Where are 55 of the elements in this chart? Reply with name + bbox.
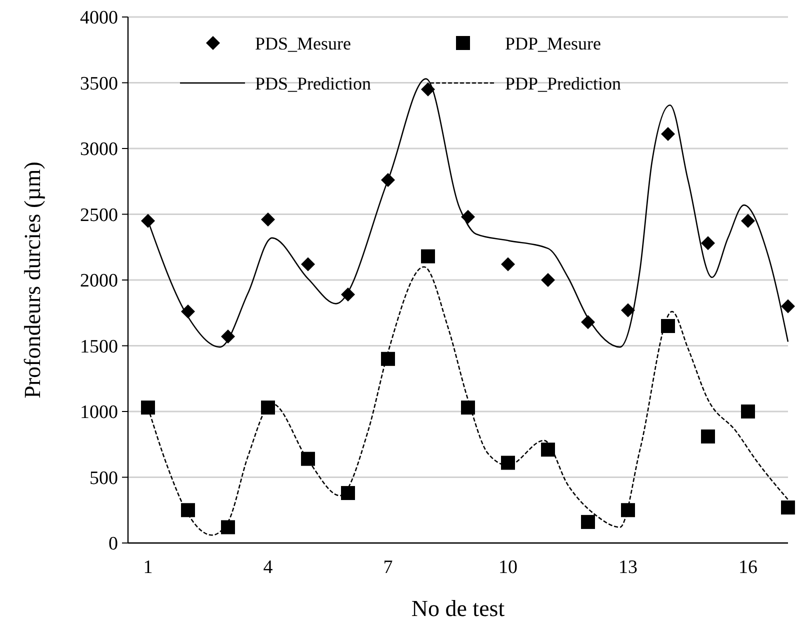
point xyxy=(341,486,355,500)
point xyxy=(541,273,555,287)
point xyxy=(621,503,635,518)
x-tick-label: 16 xyxy=(738,557,758,578)
point xyxy=(781,299,795,314)
point xyxy=(541,442,555,457)
y-tick-label: 3000 xyxy=(80,139,118,160)
point xyxy=(581,514,595,529)
point xyxy=(421,249,435,264)
legend-label: PDS_Prediction xyxy=(255,73,372,94)
x-tick-label: 13 xyxy=(618,557,638,578)
point xyxy=(181,503,195,518)
point xyxy=(461,210,475,224)
legend-label: PDP_Mesure xyxy=(505,33,602,54)
point xyxy=(221,330,235,344)
legend-label: PDS_Mesure xyxy=(255,33,352,54)
x-tick-label: 4 xyxy=(263,557,274,578)
y-tick-label: 2500 xyxy=(80,204,118,226)
point xyxy=(501,257,515,272)
point xyxy=(181,304,195,319)
y-tick-label: 4000 xyxy=(80,8,118,29)
point xyxy=(381,173,395,188)
point xyxy=(581,315,595,330)
x-axis-title: No de test xyxy=(411,596,506,621)
point xyxy=(301,257,315,272)
point xyxy=(661,127,675,142)
legend-label: PDP_Prediction xyxy=(505,73,622,94)
point xyxy=(741,404,755,418)
point xyxy=(621,303,635,318)
point xyxy=(341,287,355,302)
y-tick-label: 1000 xyxy=(80,402,118,424)
y-tick-label: 500 xyxy=(90,468,118,489)
point xyxy=(221,520,235,534)
point xyxy=(301,452,315,466)
x-tick-label: 7 xyxy=(383,557,393,578)
point xyxy=(261,400,275,415)
point xyxy=(781,500,795,514)
point xyxy=(141,214,155,228)
y-tick-label: 3500 xyxy=(80,73,118,94)
point xyxy=(701,236,715,250)
x-tick-label: 1 xyxy=(143,557,153,578)
point xyxy=(461,400,475,415)
point xyxy=(741,214,755,228)
y-tick-label: 2000 xyxy=(80,270,118,292)
point xyxy=(381,352,395,366)
point xyxy=(701,429,715,444)
point xyxy=(501,456,515,470)
point xyxy=(141,400,155,415)
point xyxy=(421,82,435,96)
y-tick-label: 0 xyxy=(108,534,118,555)
point xyxy=(661,319,675,334)
y-axis-title: Profondeurs durcies (µm) xyxy=(20,162,45,398)
x-tick-label: 10 xyxy=(498,557,518,578)
point xyxy=(261,212,275,227)
y-tick-label: 1500 xyxy=(80,336,118,358)
